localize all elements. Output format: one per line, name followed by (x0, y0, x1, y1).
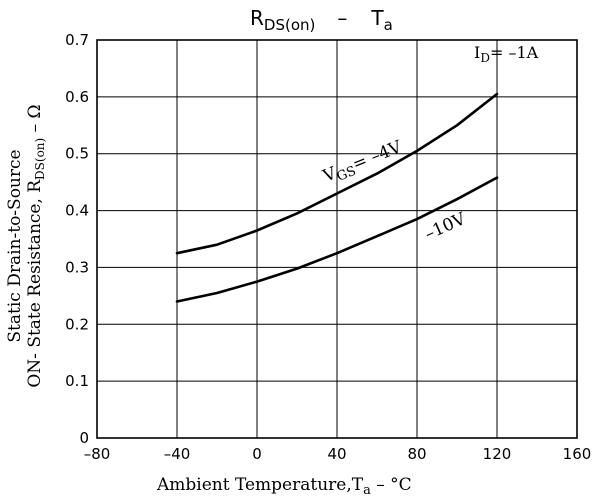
y-tick-label: 0.5 (65, 145, 89, 163)
series-group (175, 92, 499, 303)
x-axis-label-tail: – °C (371, 475, 412, 495)
x-tick-label: 80 (407, 445, 426, 463)
x-axis-label-sub: a (363, 483, 371, 497)
y-tick-label: 0.6 (65, 88, 89, 106)
series-2-line (175, 176, 499, 303)
y-tick-label: 0.2 (65, 315, 89, 333)
title-t: T (370, 6, 384, 30)
chart-title: RDS(on) – Ta (250, 6, 393, 34)
y-tick-label: 0.4 (65, 202, 89, 220)
y-axis-label-group: Static Drain-to-Source ON- State Resista… (5, 104, 47, 387)
title-t-sub: a (384, 16, 393, 34)
x-tick-label: –80 (84, 445, 111, 463)
y-axis-label-line2-tail: – Ω (25, 104, 45, 137)
x-tick-label: 120 (483, 445, 512, 463)
y-axis-label-line2-sub: DS(on) (33, 138, 47, 180)
y-axis-label-line2-main: ON- State Resistance, R (25, 179, 45, 388)
title-r: R (250, 6, 264, 30)
y-tick-label: 0.1 (65, 372, 89, 390)
x-tick-labels: –80 –40 0 40 80 120 160 (84, 445, 592, 463)
condition-sub: D (480, 51, 490, 65)
x-gridlines (176, 40, 498, 438)
title-r-sub: DS(on) (264, 16, 315, 34)
y-gridlines (97, 96, 577, 382)
y-tick-label: 0.7 (65, 31, 89, 49)
x-axis-label-main: Ambient Temperature,T (156, 475, 364, 495)
series-1-label-sub: GS (335, 164, 359, 185)
x-tick-label: 40 (327, 445, 346, 463)
condition-tail: = –1A (490, 43, 539, 62)
y-tick-labels: 0 0.1 0.2 0.3 0.4 0.5 0.6 0.7 (65, 31, 89, 447)
x-tick-label: –40 (164, 445, 191, 463)
x-tick-label: 160 (563, 445, 592, 463)
y-tick-label: 0.3 (65, 258, 89, 276)
y-tick-label: 0 (79, 429, 89, 447)
series-1-label-tail: = –4V (350, 137, 406, 175)
condition-label: ID= –1A (474, 43, 539, 65)
x-axis-label: Ambient Temperature,Ta – °C (156, 475, 412, 497)
condition-i: I (474, 43, 480, 62)
y-axis-label-line1: Static Drain-to-Source (5, 149, 25, 342)
series-1-line (175, 92, 499, 255)
y-axis-label-line2: ON- State Resistance, RDS(on) – Ω (25, 104, 47, 387)
x-tick-label: 0 (252, 445, 262, 463)
title-sep: – (337, 6, 347, 30)
